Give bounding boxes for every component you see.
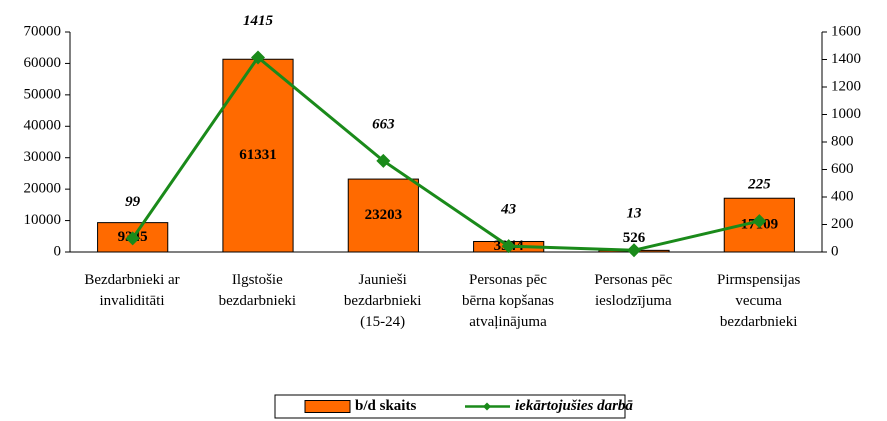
- line-marker: [125, 231, 140, 246]
- y2-tick-label: 1200: [831, 78, 861, 94]
- line-marker: [251, 50, 265, 65]
- y-tick-label: 60000: [24, 55, 62, 71]
- y2-tick-label: 800: [831, 133, 854, 149]
- legend-box: [274, 394, 626, 419]
- y2-tick-label: 400: [831, 188, 854, 204]
- x-tick-label: Personas pēc bērna kopšanas atvaļinājuma: [461, 272, 555, 330]
- line: [131, 55, 760, 252]
- line-value-label: 43: [500, 202, 517, 218]
- y-tick-label: 30000: [24, 149, 62, 165]
- line-value-label: 13: [627, 206, 643, 222]
- x-tick-label: Ilgstošie bezdarbnieki: [218, 272, 297, 309]
- bar-value-label: 23203: [365, 207, 403, 223]
- y2-tick-label: 600: [831, 161, 854, 177]
- line-value-label: 1415: [243, 13, 274, 29]
- bar-value-label: 526: [623, 230, 646, 246]
- y2-tick-label: 1000: [831, 106, 861, 122]
- y2-tick-label: 1600: [831, 23, 861, 39]
- x-tick-label: Personas pēc ieslodzījuma: [594, 272, 673, 309]
- line-value-label: 99: [125, 194, 141, 210]
- bar-value-label: 61331: [239, 147, 277, 163]
- y-tick-label: 0: [54, 243, 62, 259]
- y-tick-label: 70000: [24, 23, 62, 39]
- line-marker: [627, 243, 641, 258]
- y-tick-label: 20000: [24, 181, 62, 197]
- line-marker: [501, 239, 516, 254]
- line-marker: [376, 153, 391, 168]
- line-value-label: 663: [372, 116, 395, 132]
- y2-tick-label: 1400: [831, 51, 861, 67]
- y2-tick-label: 0: [831, 243, 839, 259]
- x-tick-label: Pirmspensijas vecuma bezdarbnieki: [716, 272, 801, 330]
- legend-swatch: [304, 400, 351, 413]
- line-value-label: 225: [747, 177, 771, 193]
- x-tick-label: Jaunieši bezdarbnieki (15-24): [343, 272, 422, 330]
- legend-marker: [483, 402, 491, 411]
- y-tick-label: 10000: [24, 212, 62, 228]
- legend-label: b/d skaits: [355, 398, 416, 414]
- y2-tick-label: 200: [831, 216, 854, 232]
- line-marker: [752, 214, 767, 229]
- y-tick-label: 50000: [24, 86, 62, 102]
- y-tick-label: 40000: [24, 118, 62, 134]
- x-tick-label: Bezdarbnieki ar invaliditāti: [84, 272, 180, 309]
- bar: [347, 178, 419, 253]
- legend-label: iekārtojušies darbā: [515, 398, 633, 414]
